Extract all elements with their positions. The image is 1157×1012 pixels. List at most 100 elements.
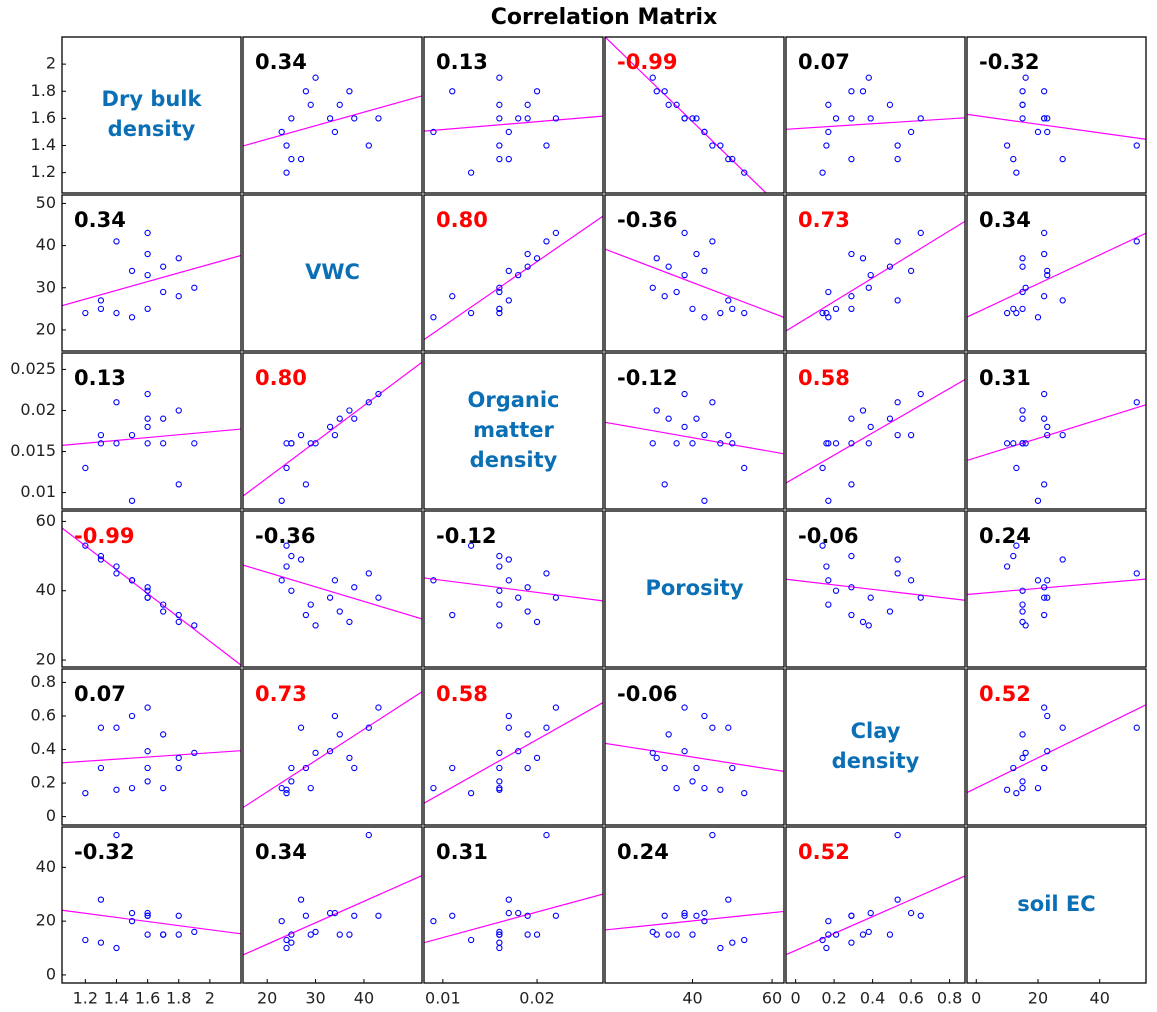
point [128,431,136,439]
point [832,305,840,312]
point [496,309,503,317]
point [1019,263,1026,270]
point [430,577,437,584]
point [351,115,358,122]
point [1041,250,1048,258]
point [144,305,151,312]
point [1041,415,1048,422]
point [673,784,680,792]
point [515,115,522,122]
panel: 0.34 [61,194,242,352]
point [128,497,136,504]
panel: Clay density [785,668,966,826]
point [496,288,503,296]
point [533,754,541,762]
point [725,431,732,439]
point [886,931,894,938]
point [1041,704,1048,711]
x-tick-label: 30 [305,989,325,1008]
y-tick-label: 0.8 [31,672,56,691]
point [505,712,512,720]
variable-name: Porosity [645,576,743,600]
correlation-label: 0.73 [798,208,850,232]
point [496,939,503,946]
point [326,423,334,431]
point [886,415,894,422]
panel: 0.24 [604,826,785,984]
point [175,931,182,938]
point [673,101,680,108]
point [97,939,105,946]
point [865,74,872,81]
point [326,594,334,601]
point [160,608,167,615]
point [1013,169,1020,176]
point [1034,784,1042,792]
point [886,263,894,270]
x-tick-label: 1.4 [104,989,129,1008]
correlation-label: 0.34 [74,208,126,232]
point [1010,155,1017,163]
fit-line [62,254,241,307]
point [848,481,855,488]
point [191,749,198,757]
panel-border [242,668,423,826]
variable-name: Organic [467,388,559,412]
point [449,912,456,919]
point [649,749,656,757]
point [1019,618,1026,626]
point [709,142,716,149]
point [449,764,456,772]
point [729,764,736,772]
panel-border [785,826,966,984]
point [665,263,672,270]
point [825,101,832,108]
panel: 0.52 [966,668,1147,826]
point [365,570,372,577]
panel-border [423,668,604,826]
fit-line [424,577,603,602]
point [552,912,560,919]
point [505,155,512,163]
point [661,481,668,488]
point [701,917,708,925]
correlation-label: 0.34 [255,840,307,864]
point [1013,464,1020,472]
fit-group [605,742,784,772]
point [741,464,748,472]
correlation-label: 0.31 [436,840,488,864]
point [346,618,353,626]
point [191,622,198,629]
panel-border [785,668,966,826]
point [1019,601,1026,608]
point [331,431,339,439]
point [515,748,522,755]
point [1041,229,1048,237]
y-tick-label: 0.02 [20,400,56,419]
point [848,305,855,312]
point [1044,577,1051,584]
variable-name: density [470,448,558,472]
point [430,784,437,792]
panel-border [604,826,785,984]
correlation-label: 0.24 [617,840,669,864]
point [819,936,826,944]
fit-group [424,577,603,602]
fit-line [605,248,784,318]
fit-line [967,704,1146,794]
fit-group [62,750,241,764]
fit-line [243,95,422,147]
point [113,831,120,839]
point [144,912,151,919]
point [175,255,182,262]
point [144,229,151,237]
point [1059,297,1066,304]
point [1013,789,1020,797]
point [907,267,915,275]
point [689,931,696,938]
point [113,440,120,447]
y-tick-label: 40 [36,580,56,599]
panel-border [61,826,242,984]
point [1019,731,1026,738]
fit-group [62,909,241,935]
